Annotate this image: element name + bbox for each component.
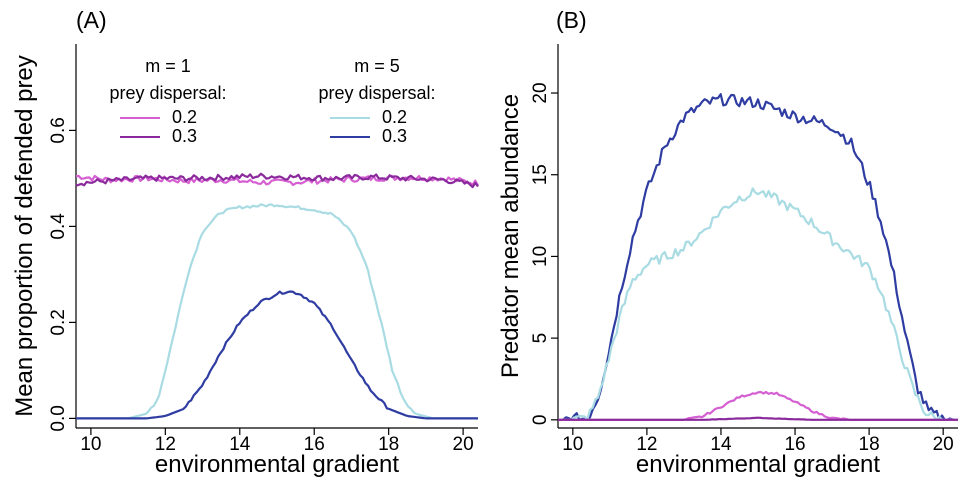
x-tick-label: 16 <box>784 434 805 455</box>
series-line-m1_0-3 <box>75 172 479 189</box>
y-tick-label: 5 <box>530 333 551 344</box>
legend-title: m = 5 <box>354 56 400 76</box>
x-tick-label: 20 <box>453 434 474 455</box>
y-axis-label: Predator mean abundance <box>497 94 524 378</box>
legend-subtitle: prey dispersal: <box>318 83 435 103</box>
x-tick-label: 14 <box>710 434 732 455</box>
y-tick-label: 20 <box>530 82 551 103</box>
panel-a: (A) 10 12 14 16 18 20 0.0 0.2 0.4 0.6 environmental… <box>11 7 479 478</box>
y-tick-label: 10 <box>530 246 551 267</box>
legend-entry-label: 0.2 <box>382 107 407 127</box>
legend-title: m = 1 <box>145 56 191 76</box>
legend-entry-label: 0.3 <box>382 126 407 146</box>
series-line-m5_0-3 <box>557 93 959 421</box>
x-tick-label: 16 <box>304 434 325 455</box>
series-line-m1_0-2 <box>558 390 958 421</box>
y-tick-label: 0 <box>530 415 551 426</box>
x-tick-label: 12 <box>155 434 176 455</box>
panel-b: (B) 10 12 14 16 18 20 0 5 10 15 20 environmental gra… <box>497 7 959 478</box>
series-line-m1_0-3 <box>558 416 958 421</box>
x-axis-label: environmental gradient <box>636 451 880 478</box>
y-tick-label: 0.6 <box>48 117 69 143</box>
series-line-m5_0-2 <box>557 187 959 421</box>
series-line-m5_0-3 <box>76 290 478 420</box>
panel-label: (B) <box>556 7 587 33</box>
legend-subtitle: prey dispersal: <box>109 83 226 103</box>
legend-entry-label: 0.3 <box>172 126 197 146</box>
x-tick-label: 12 <box>636 434 657 455</box>
x-tick-label: 14 <box>229 434 251 455</box>
y-tick-label: 15 <box>530 164 551 185</box>
x-tick-label: 10 <box>562 434 583 455</box>
panel-label: (A) <box>76 7 107 33</box>
y-tick-label: 0.4 <box>48 213 69 240</box>
x-tick-label: 20 <box>933 434 954 455</box>
legend-entry-label: 0.2 <box>172 107 197 127</box>
series-line-m5_0-2 <box>76 203 478 420</box>
x-tick-label: 10 <box>80 434 101 455</box>
x-tick-label: 18 <box>859 434 880 455</box>
y-tick-label: 0.2 <box>48 309 69 335</box>
x-tick-label: 18 <box>378 434 399 455</box>
y-tick-label: 0.0 <box>48 405 69 431</box>
x-axis-label: environmental gradient <box>155 451 399 478</box>
y-axis-label: Mean proportion of defended prey <box>11 55 38 417</box>
